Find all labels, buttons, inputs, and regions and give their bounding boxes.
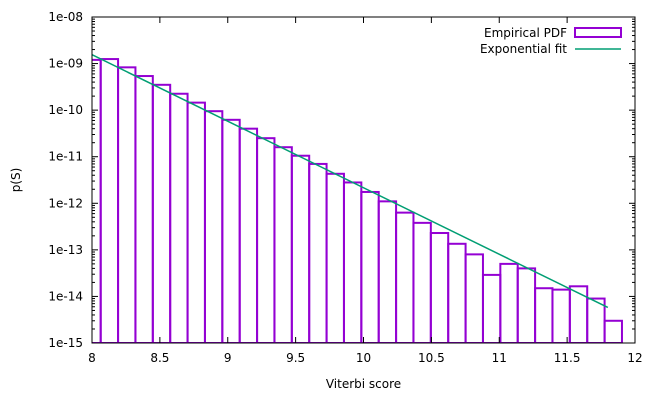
- x-tick-label: 9: [224, 351, 232, 365]
- histogram-bar: [413, 223, 430, 343]
- histogram-bar: [292, 156, 309, 343]
- legend-swatch-empirical-pdf: [575, 28, 621, 37]
- y-axis-label: p(S): [9, 168, 23, 193]
- histogram-bar: [483, 275, 500, 343]
- x-tick-label: 11.5: [554, 351, 581, 365]
- histogram-bar: [118, 67, 135, 343]
- y-tick-label: 1e-10: [48, 103, 83, 117]
- histogram-bar: [170, 94, 187, 343]
- y-tick-label: 1e-15: [48, 336, 83, 350]
- histogram-bar: [153, 85, 170, 343]
- x-tick-label: 10: [356, 351, 371, 365]
- histogram-bar: [222, 120, 239, 343]
- histogram-bar: [448, 244, 465, 343]
- y-tick-label: 1e-12: [48, 196, 83, 210]
- x-tick-label: 12: [627, 351, 642, 365]
- histogram-bar: [274, 147, 291, 343]
- histogram-bar: [379, 201, 396, 343]
- histogram-bar: [570, 286, 587, 343]
- histogram-bar: [361, 192, 378, 343]
- histogram-bar: [466, 254, 483, 343]
- histogram-bar: [240, 129, 257, 343]
- y-tick-label: 1e-13: [48, 243, 83, 257]
- histogram-bar: [205, 111, 222, 343]
- legend: Empirical PDF Exponential fit: [480, 26, 621, 56]
- y-tick-label: 1e-08: [48, 10, 83, 24]
- histogram-bar: [327, 174, 344, 343]
- x-tick-label: 8: [88, 351, 96, 365]
- histogram-bar: [309, 164, 326, 343]
- x-tick-label: 9.5: [286, 351, 305, 365]
- histogram-bar: [101, 59, 118, 343]
- histogram-bar: [135, 76, 152, 343]
- histogram-bar: [518, 268, 535, 343]
- histogram-bar: [257, 138, 274, 343]
- histogram-bar: [188, 103, 205, 343]
- legend-label-empirical-pdf: Empirical PDF: [484, 26, 567, 40]
- y-tick-label: 1e-09: [48, 57, 83, 71]
- histogram-bar: [500, 264, 517, 343]
- histogram-bar: [344, 182, 361, 343]
- histogram-bar: [396, 213, 413, 343]
- axis-ticks: 8 8.5 9 9.5 10 10.5 11 11.5 12 1e-15 1e-14 1e-13 1e-…: [48, 10, 642, 365]
- y-tick-label: 1e-14: [48, 289, 83, 303]
- x-axis-label: Viterbi score: [326, 377, 401, 391]
- histogram-bar: [605, 321, 622, 343]
- histogram-bar: [552, 290, 569, 343]
- x-tick-label: 10.5: [418, 351, 445, 365]
- histogram-bar: [535, 288, 552, 343]
- y-tick-label: 1e-11: [48, 150, 83, 164]
- legend-label-exponential-fit: Exponential fit: [480, 42, 567, 56]
- x-tick-label: 11: [492, 351, 507, 365]
- histogram-bar: [431, 233, 448, 343]
- histogram-bars: [83, 59, 622, 343]
- x-tick-label: 8.5: [150, 351, 169, 365]
- plot-frame: [92, 17, 635, 343]
